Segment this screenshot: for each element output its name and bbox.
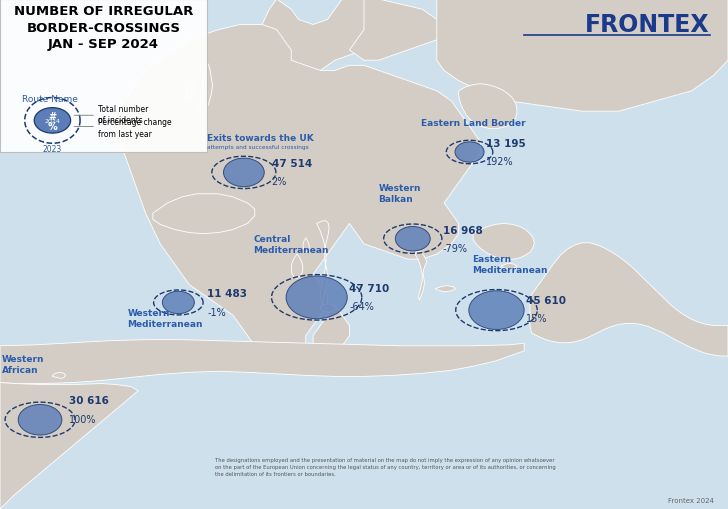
Circle shape xyxy=(455,143,484,163)
Polygon shape xyxy=(501,264,517,270)
Text: 13 195: 13 195 xyxy=(486,138,526,149)
Text: 2023: 2023 xyxy=(43,145,62,154)
FancyBboxPatch shape xyxy=(0,0,207,153)
Polygon shape xyxy=(320,304,336,313)
Text: -79%: -79% xyxy=(443,243,467,253)
Text: #: # xyxy=(48,112,57,122)
Text: The designations employed and the presentation of material on the map do not imp: The designations employed and the presen… xyxy=(215,457,555,476)
Text: 30 616: 30 616 xyxy=(69,395,109,406)
Text: Eastern Land Border: Eastern Land Border xyxy=(421,118,526,127)
Polygon shape xyxy=(52,373,66,379)
Polygon shape xyxy=(435,286,456,292)
Text: FRONTEX: FRONTEX xyxy=(585,13,710,37)
Polygon shape xyxy=(0,383,138,509)
Text: 2%: 2% xyxy=(272,177,287,187)
Text: -64%: -64% xyxy=(349,302,374,312)
Text: 11 483: 11 483 xyxy=(207,289,248,299)
Polygon shape xyxy=(415,251,427,300)
Polygon shape xyxy=(303,238,309,252)
Polygon shape xyxy=(473,224,534,260)
Circle shape xyxy=(34,108,71,134)
Text: 15%: 15% xyxy=(526,314,547,324)
Polygon shape xyxy=(459,84,517,129)
Text: Frontex 2024: Frontex 2024 xyxy=(668,497,713,503)
Text: 45 610: 45 610 xyxy=(526,295,566,305)
Text: Total number
of incidents: Total number of incidents xyxy=(98,105,148,125)
Polygon shape xyxy=(291,254,303,279)
Text: Western
African: Western African xyxy=(1,354,44,374)
Polygon shape xyxy=(109,25,480,372)
Text: 16 968: 16 968 xyxy=(443,225,483,235)
Text: 100%: 100% xyxy=(69,414,97,424)
Polygon shape xyxy=(255,0,386,107)
Text: 47 710: 47 710 xyxy=(349,284,389,294)
Circle shape xyxy=(223,159,264,187)
Text: Route Name: Route Name xyxy=(22,95,78,104)
Text: 2024: 2024 xyxy=(44,119,60,124)
Text: 192%: 192% xyxy=(486,157,514,167)
Polygon shape xyxy=(437,0,728,112)
Text: attempts and successful crossings: attempts and successful crossings xyxy=(207,145,309,150)
Text: NUMBER OF IRREGULAR
BORDER-CROSSINGS
JAN - SEP 2024: NUMBER OF IRREGULAR BORDER-CROSSINGS JAN… xyxy=(14,5,193,51)
Polygon shape xyxy=(197,64,213,115)
Text: -1%: -1% xyxy=(207,307,226,317)
Text: Percentage change
from last year: Percentage change from last year xyxy=(98,118,171,138)
Text: Central
Mediterranean: Central Mediterranean xyxy=(253,235,329,254)
Text: Eastern
Mediterranean: Eastern Mediterranean xyxy=(472,255,547,275)
Circle shape xyxy=(286,276,347,319)
Polygon shape xyxy=(0,340,524,384)
Text: Western
Mediterranean: Western Mediterranean xyxy=(127,308,203,328)
Polygon shape xyxy=(186,79,194,100)
Polygon shape xyxy=(349,0,444,61)
Polygon shape xyxy=(530,243,728,356)
Polygon shape xyxy=(153,194,255,234)
Text: Western
Balkan: Western Balkan xyxy=(379,184,421,204)
Circle shape xyxy=(18,405,62,435)
Text: Exits towards the UK: Exits towards the UK xyxy=(207,133,314,143)
Text: 47 514: 47 514 xyxy=(272,159,312,169)
Circle shape xyxy=(395,227,430,251)
Circle shape xyxy=(162,292,194,314)
Circle shape xyxy=(469,291,524,330)
Text: %: % xyxy=(47,122,58,132)
Polygon shape xyxy=(317,221,329,305)
